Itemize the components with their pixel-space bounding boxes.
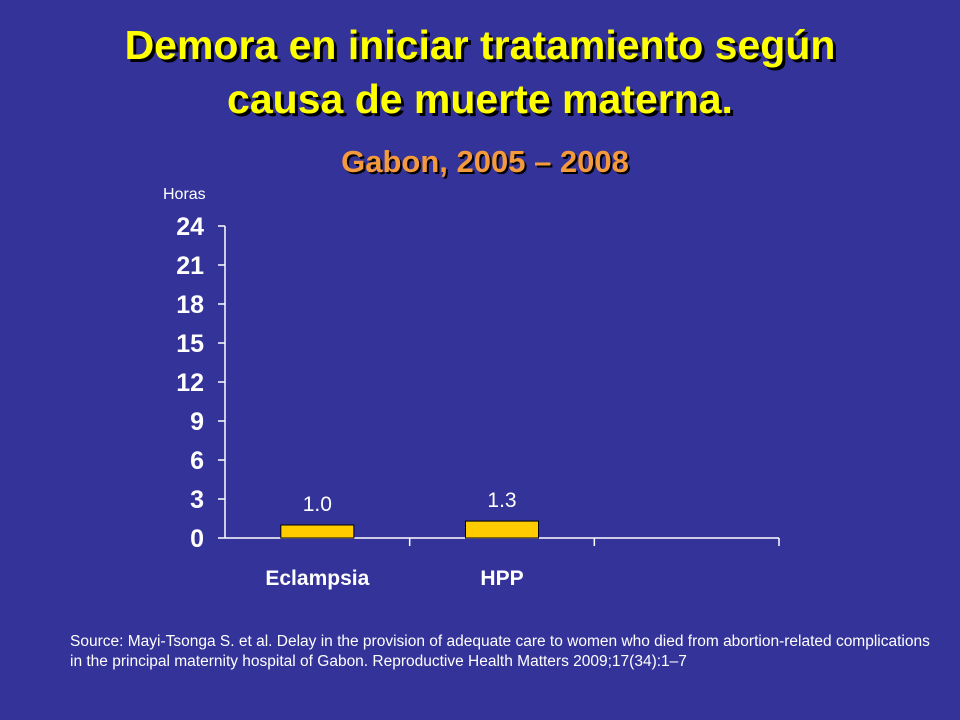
title-line-2: causa de muerte materna. bbox=[227, 76, 733, 122]
x-category-label: HPP bbox=[480, 567, 523, 590]
title-line-1: Demora en iniciar tratamiento según bbox=[124, 22, 836, 68]
slide-subtitle: Gabon, 2005 – 2008 bbox=[341, 144, 629, 179]
bar-value-label: 1.0 bbox=[303, 493, 332, 516]
x-category-label: Eclampsia bbox=[265, 567, 369, 590]
y-tick-label: 24 bbox=[176, 213, 204, 241]
y-tick-label: 18 bbox=[176, 291, 204, 319]
y-tick-label: 9 bbox=[190, 408, 204, 436]
bar bbox=[465, 520, 539, 539]
bar bbox=[280, 524, 355, 539]
y-axis-label: Horas bbox=[163, 186, 206, 203]
y-tick-label: 12 bbox=[176, 369, 204, 397]
y-tick-label: 0 bbox=[190, 525, 204, 553]
y-tick-label: 15 bbox=[176, 330, 204, 358]
slide-title: Demora en iniciar tratamiento según caus… bbox=[0, 18, 960, 126]
source-citation: Source: Mayi-Tsonga S. et al. Delay in t… bbox=[70, 633, 930, 670]
y-tick-label: 3 bbox=[190, 486, 204, 514]
y-tick-label: 6 bbox=[190, 447, 204, 475]
bar-value-label: 1.3 bbox=[487, 489, 516, 512]
y-tick-label: 21 bbox=[176, 252, 204, 280]
